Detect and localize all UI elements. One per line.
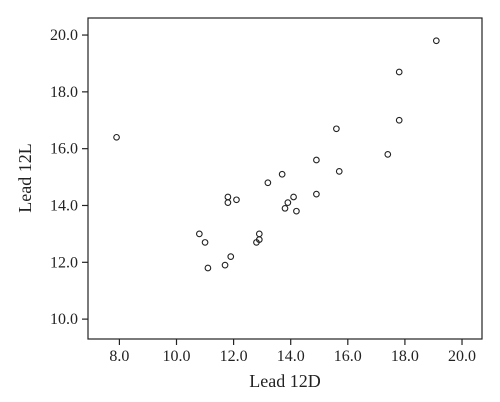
y-axis-title: Lead 12L: [15, 143, 35, 212]
x-tick-label: 8.0: [109, 348, 129, 365]
data-point: [201, 239, 209, 246]
data-point: [264, 179, 272, 187]
data-point: [113, 133, 120, 141]
data-point: [384, 151, 392, 158]
data-point: [284, 199, 292, 206]
plot-frame: [87, 17, 483, 340]
data-point: [335, 168, 343, 175]
data-point: [224, 199, 232, 206]
data-points: [113, 37, 440, 272]
x-tick-label: 12.0: [220, 348, 248, 365]
data-point: [313, 156, 320, 164]
y-tick-label: 14.0: [50, 197, 78, 214]
data-point: [221, 261, 229, 269]
y-tick-label: 16.0: [50, 141, 78, 158]
x-axis-title: Lead 12D: [249, 371, 320, 391]
data-point: [293, 207, 300, 215]
x-axis-ticks: 8.0 10.0 12.0 14.0 16.0 18.0 20.0: [109, 339, 476, 365]
data-point: [195, 230, 203, 238]
data-point: [255, 230, 263, 238]
y-tick-label: 10.0: [50, 311, 78, 328]
y-tick-label: 20.0: [50, 27, 78, 44]
data-point: [432, 37, 440, 45]
data-point: [313, 190, 320, 198]
y-axis-ticks: 10.0 12.0 14.0 16.0 18.0 20.0: [50, 27, 88, 328]
data-point: [204, 264, 212, 272]
data-point: [281, 204, 289, 212]
data-point: [227, 253, 235, 260]
data-point: [278, 170, 286, 178]
x-tick-label: 18.0: [391, 348, 419, 365]
x-tick-label: 14.0: [277, 348, 305, 365]
x-tick-label: 20.0: [448, 348, 476, 365]
data-point: [224, 193, 232, 201]
data-point: [290, 193, 297, 201]
data-point: [233, 196, 240, 204]
x-tick-label: 10.0: [163, 348, 191, 365]
x-tick-label: 16.0: [334, 348, 362, 365]
y-tick-label: 18.0: [50, 84, 78, 101]
y-tick-label: 12.0: [50, 254, 78, 271]
data-point: [333, 125, 340, 133]
data-point: [395, 116, 403, 124]
data-point: [395, 68, 403, 76]
plot-axes: [87, 17, 483, 340]
